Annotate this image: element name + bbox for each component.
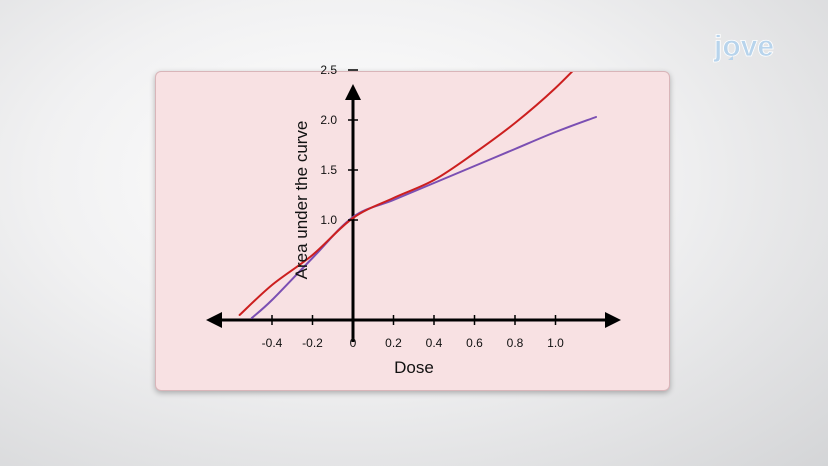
x-tick-label: -0.2 — [302, 336, 323, 350]
y-tick-label: 1.5 — [320, 163, 337, 177]
series-line-2 — [250, 116, 597, 319]
series-line-1 — [238, 72, 574, 316]
y-axis-arrow-up — [345, 84, 361, 100]
x-axis-label: Dose — [394, 358, 434, 377]
svg-text:jove: jove — [713, 30, 774, 63]
jove-logo: jove — [713, 30, 775, 64]
axes — [206, 84, 621, 342]
series-layer — [238, 72, 597, 319]
y-axis-label: Area under the curve — [292, 121, 311, 280]
x-tick-label: 0.2 — [385, 336, 402, 350]
y-tick-label: 2.0 — [320, 113, 337, 127]
x-tick-label: 0.4 — [426, 336, 443, 350]
y-tick-label: 1.0 — [320, 213, 337, 227]
x-tick-label: 1.0 — [547, 336, 564, 350]
x-tick-label: 0.6 — [466, 336, 483, 350]
x-tick-label: 0 — [350, 336, 357, 350]
x-tick-label: -0.4 — [262, 336, 283, 350]
x-tick-label: 0.8 — [507, 336, 524, 350]
ticks: -0.4 -0.2 0 0.2 0.4 0.6 0.8 1.0 1.0 1.5 2.0 2.5 — [262, 63, 565, 350]
y-tick-label: 2.5 — [320, 63, 337, 77]
x-axis-arrow-left — [206, 312, 222, 328]
x-axis-arrow-right — [605, 312, 621, 328]
chart-panel — [155, 71, 670, 391]
